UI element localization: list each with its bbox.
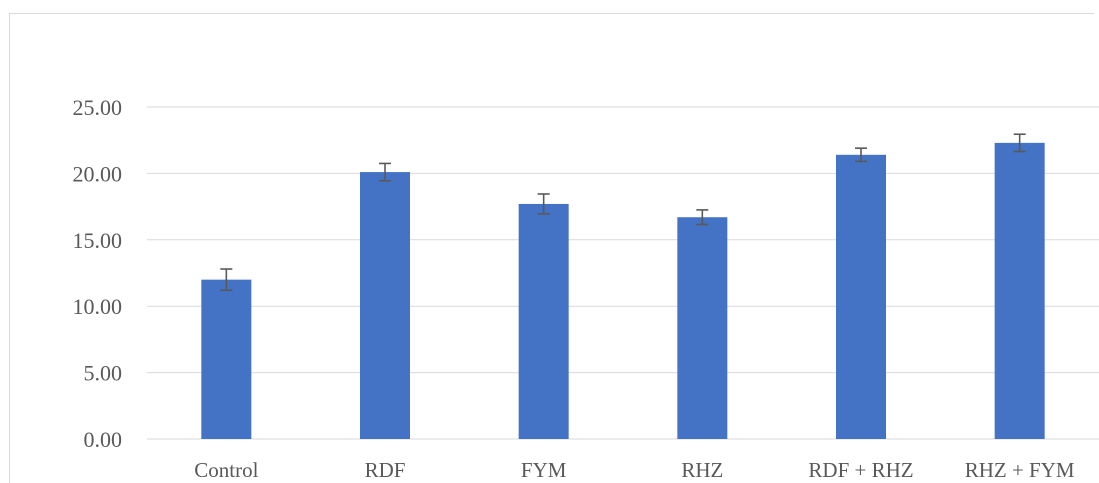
error-bar [379,162,391,182]
x-category-label: RHZ + FYM [965,458,1075,479]
x-category-label: RHZ [681,458,723,479]
y-axis-tick-labels: 0.00 5.00 10.00 15.00 20.00 25.00 [73,95,123,452]
gridlines [147,106,1099,440]
x-category-label: FYM [521,458,567,479]
bar [518,203,569,439]
x-axis-category-labels: Control RDF FYM RHZ RDF + RHZ RHZ + FYM [194,458,1075,479]
chart-frame [9,13,1094,483]
error-bar [537,193,550,215]
error-bar [1013,133,1026,153]
error-bars [220,133,1026,292]
y-tick-label: 0.00 [84,427,123,452]
error-bar [855,147,867,163]
y-tick-label: 15.00 [73,228,123,253]
y-tick-label: 20.00 [73,161,123,186]
x-category-label: Control [194,458,258,479]
y-tick-label: 25.00 [73,95,123,120]
bar [677,217,728,439]
bar [201,279,252,439]
bar [836,154,886,440]
x-category-label: RDF + RHZ [808,458,913,479]
x-category-label: RDF [365,458,406,479]
error-bar [220,268,233,292]
bar [994,142,1045,439]
y-tick-label: 5.00 [84,361,123,386]
y-tick-label: 10.00 [73,294,123,319]
bars [201,142,1045,440]
error-bar [696,209,709,226]
bar [360,172,410,439]
